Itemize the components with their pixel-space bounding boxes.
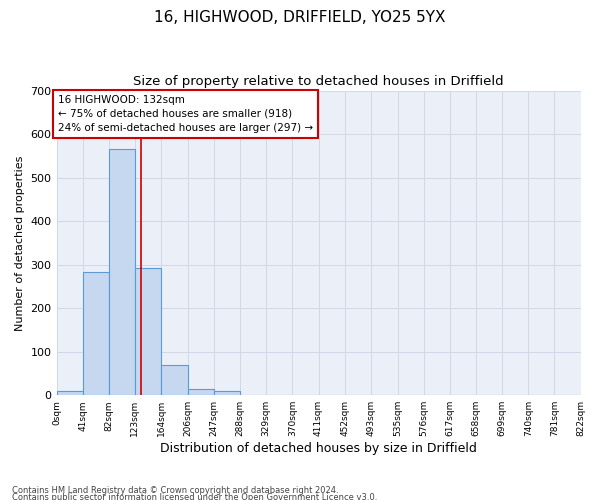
X-axis label: Distribution of detached houses by size in Driffield: Distribution of detached houses by size … [160,442,477,455]
Bar [214,391,240,395]
Text: 16 HIGHWOOD: 132sqm
← 75% of detached houses are smaller (918)
24% of semi-detac: 16 HIGHWOOD: 132sqm ← 75% of detached ho… [58,95,313,133]
Bar [109,150,135,395]
Bar [135,268,161,395]
Text: Contains HM Land Registry data © Crown copyright and database right 2024.: Contains HM Land Registry data © Crown c… [12,486,338,495]
Text: 16, HIGHWOOD, DRIFFIELD, YO25 5YX: 16, HIGHWOOD, DRIFFIELD, YO25 5YX [154,10,446,25]
Bar [188,389,214,395]
Y-axis label: Number of detached properties: Number of detached properties [15,155,25,330]
Bar [83,272,109,395]
Bar [56,391,83,395]
Title: Size of property relative to detached houses in Driffield: Size of property relative to detached ho… [133,75,504,88]
Text: Contains public sector information licensed under the Open Government Licence v3: Contains public sector information licen… [12,494,377,500]
Bar [161,364,188,395]
